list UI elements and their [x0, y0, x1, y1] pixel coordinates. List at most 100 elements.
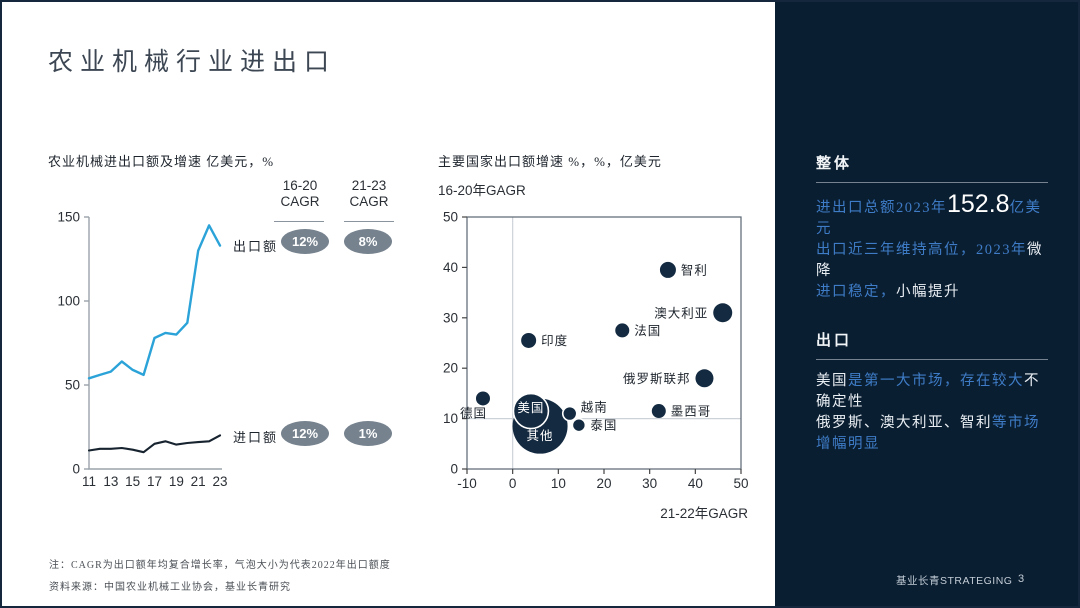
y-tick-label: 30	[443, 310, 458, 325]
line-chart-svg: 0 50 100 150 11 13 15 17 19 21 23	[57, 210, 227, 490]
sidebar-section-title: 整体	[816, 156, 853, 172]
bubble-point-10	[651, 404, 666, 419]
sidebar-sections: 整体 进出口总额2023年152.8亿美元 出口近三年维持高位，2023年微降 进口稳…	[816, 152, 1048, 481]
sidebar-section: 出口 美国是第一大市场，存在较大不确定性 俄罗斯、澳大利亚、智利等市场增幅明显	[816, 329, 1048, 455]
export-cagr-16-20-badge: 12%	[281, 229, 329, 254]
sidebar-section-title: 出口	[816, 333, 853, 349]
sidebar-text-span: 等市场增幅明显	[816, 415, 1040, 452]
sidebar-text-span: 不确定性	[816, 373, 1040, 410]
x-tick-label: 19	[169, 474, 184, 489]
sidebar-text-span: 亿美元	[816, 200, 1042, 237]
cagr-rule	[344, 221, 394, 222]
bubble-chart-x-axis-title: 21-22年GAGR	[660, 506, 748, 521]
cagr-header-line1: 21-23	[351, 178, 387, 193]
x-tick-label: 23	[212, 474, 227, 489]
bubble-label-5: 印度	[541, 333, 568, 348]
sidebar-text-span: 美国	[816, 373, 848, 389]
export-series-label: 出口额	[233, 239, 279, 254]
bubble-label-4: 泰国	[590, 419, 617, 433]
y-tick-label: 10	[443, 411, 458, 426]
sidebar-text-span: 进口稳定，	[816, 284, 896, 300]
sidebar-section: 整体 进出口总额2023年152.8亿美元 出口近三年维持高位，2023年微降 进口稳…	[816, 152, 1048, 303]
cagr-header-21-23: 21-23 CAGR	[340, 178, 398, 210]
bubble-label-7: 智利	[681, 262, 708, 277]
export-cagr-21-23-badge: 8%	[344, 229, 392, 254]
axes	[88, 217, 222, 470]
y-tick-label: 0	[72, 462, 80, 477]
y-tick-label: 150	[57, 210, 80, 225]
sidebar-paragraph: 进出口总额2023年152.8亿美元	[816, 192, 1048, 240]
bubble-label-2: 德国	[460, 405, 487, 420]
cagr-header-line2: CAGR	[280, 194, 320, 209]
bubble-point-7	[659, 261, 676, 278]
line-chart-title: 农业机械进出口额及增速 亿美元，%	[48, 154, 275, 169]
bubble-point-9	[695, 369, 714, 388]
y-tick-label: 40	[443, 260, 458, 275]
x-tick-label: -10	[457, 476, 477, 491]
import-cagr-16-20-badge: 12%	[281, 421, 329, 446]
bubble-label-3: 越南	[581, 400, 608, 415]
sidebar-text-span: 是第一大市场，存在较大	[848, 373, 1024, 389]
footnote-cagr: 注：CAGR为出口额年均复合增长率，气泡大小为代表2022年出口额度	[49, 560, 391, 571]
bubble-point-3	[561, 405, 578, 422]
cagr-header-line2: CAGR	[349, 194, 389, 209]
bubble-point-8	[713, 303, 733, 323]
y-tick-label: 50	[65, 378, 80, 393]
x-tick-label: 50	[733, 476, 748, 491]
bubble-label-1: 美国	[517, 401, 544, 415]
sidebar-text-span: 小幅提升	[896, 284, 960, 300]
bubble-point-5	[521, 332, 537, 348]
import-cagr-21-23-badge: 1%	[344, 421, 392, 446]
y-tick-label: 20	[443, 361, 458, 376]
x-tick-label: 11	[82, 474, 96, 489]
series-line-1	[87, 434, 222, 454]
sidebar-text-span: 出口近三年维持高位，2023年	[816, 242, 1027, 258]
bubble-chart: 0 10 20 30 40 50 -10 0 10 20 30 40 50 其他 美国 德国 越南 泰国 印度 法国智…	[437, 207, 767, 527]
sidebar-text-span: 进出口总额2023年	[816, 200, 947, 216]
x-tick-label: 0	[509, 476, 517, 491]
x-tick-label: 15	[125, 474, 140, 489]
sidebar-paragraph: 俄罗斯、澳大利亚、智利等市场增幅明显	[816, 413, 1048, 455]
x-tick-label: 21	[191, 474, 206, 489]
bubble-chart-title: 主要国家出口额增速 %，%，亿美元	[438, 154, 662, 169]
x-tick-label: 40	[688, 476, 703, 491]
cagr-header-line1: 16-20	[282, 178, 318, 193]
bubble-label-6: 法国	[634, 324, 661, 338]
bubble-label-8: 澳大利亚	[654, 306, 708, 320]
footnote-source: 资料来源：中国农业机械工业协会，基业长青研究	[49, 582, 291, 593]
y-tick-label: 50	[443, 210, 458, 225]
bubble-point-2	[475, 391, 490, 406]
bubble-point-4	[571, 417, 587, 433]
y-tick-label: 0	[450, 462, 458, 477]
sidebar-text-span: 俄罗斯、澳大利亚、智利	[816, 415, 992, 431]
x-tick-label: 10	[551, 476, 566, 491]
x-tick-label: 13	[103, 474, 118, 489]
brand-logo: 基业长青STRATEGING	[896, 575, 1013, 587]
sidebar-paragraph: 出口近三年维持高位，2023年微降	[816, 240, 1048, 282]
bubble-point-1	[512, 392, 550, 430]
x-tick-label: 30	[642, 476, 657, 491]
sidebar-section-rule	[816, 359, 1048, 360]
bubble-chart-y-axis-title: 16-20年GAGR	[438, 183, 526, 198]
x-tick-label: 20	[596, 476, 611, 491]
import-series-label: 进口额	[233, 430, 279, 445]
y-tick-label: 100	[57, 294, 80, 309]
line-chart: 0 50 100 150 11 13 15 17 19 21 23	[40, 210, 250, 504]
sidebar-text-span: 152.8	[947, 190, 1010, 218]
sidebar-section-rule	[816, 182, 1048, 183]
page-title: 农业机械行业进出口	[48, 49, 337, 76]
series-line-0	[87, 224, 222, 380]
sidebar-text-span: 微降	[816, 242, 1043, 279]
cagr-header-16-20: 16-20 CAGR	[271, 178, 329, 210]
x-tick-label: 17	[147, 474, 162, 489]
sidebar-paragraph: 进口稳定，小幅提升	[816, 282, 1048, 303]
bubble-label-9: 俄罗斯联邦	[623, 372, 691, 386]
sidebar-paragraph: 美国是第一大市场，存在较大不确定性	[816, 371, 1048, 413]
cagr-rule	[274, 221, 324, 222]
bubble-label-10: 墨西哥	[671, 405, 712, 419]
page-number: 3	[1018, 573, 1025, 585]
bubble-label-0: 其他	[527, 429, 554, 443]
sidebar: 整体 进出口总额2023年152.8亿美元 出口近三年维持高位，2023年微降 进口稳…	[775, 2, 1078, 606]
